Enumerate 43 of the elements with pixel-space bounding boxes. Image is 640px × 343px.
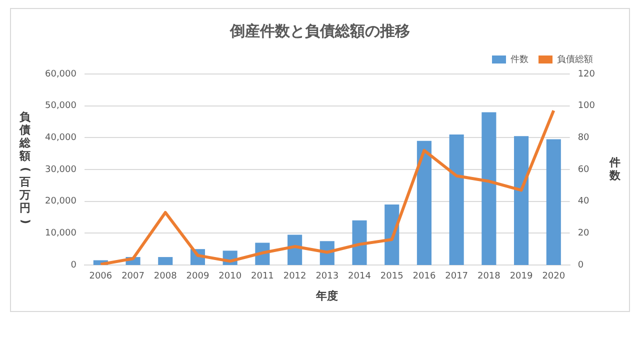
y2-tick-label: 0 [578, 260, 584, 270]
x-tick-label: 2011 [250, 272, 274, 282]
y2-tick-label: 20 [578, 228, 590, 239]
y-tick-label: 30,000 [44, 164, 77, 175]
x-tick-label: 2009 [186, 272, 210, 282]
bar [449, 134, 464, 265]
bar [384, 204, 400, 265]
x-tick-label: 2015 [380, 272, 404, 282]
x-tick-label: 2017 [445, 272, 468, 282]
x-tick-label: 2007 [122, 272, 144, 282]
x-axis-title: 年度 [315, 289, 338, 302]
y2-tick-label: 60 [578, 164, 590, 175]
legend-label: 負債総額 [557, 54, 593, 65]
x-tick-label: 2019 [510, 272, 534, 282]
y-tick-label: 50,000 [44, 101, 77, 112]
y2-tick-label: 40 [578, 196, 590, 207]
text: 負債総額(百万円) [19, 110, 32, 224]
bar [514, 136, 529, 265]
x-tick-label: 2008 [154, 272, 178, 282]
x-tick-label: 2010 [218, 272, 242, 282]
y2-tick-label: 80 [578, 133, 590, 144]
y-tick-label: 0 [70, 260, 77, 270]
x-tick-label: 2018 [477, 272, 501, 282]
x-tick-label: 2006 [89, 272, 112, 282]
bar [546, 139, 561, 265]
y-tick-label: 40,000 [44, 133, 77, 144]
bar [158, 257, 173, 265]
x-tick-label: 2020 [542, 272, 566, 282]
x-tick-label: 2012 [283, 272, 306, 282]
x-tick-label: 2013 [316, 272, 339, 282]
y-tick-label: 10,000 [44, 228, 77, 239]
y2-tick-label: 100 [578, 101, 596, 112]
bar [352, 220, 367, 265]
y-tick-label: 60,000 [44, 69, 77, 80]
bar [416, 140, 432, 265]
x-tick-label: 2016 [412, 272, 436, 282]
legend-label: 件数 [510, 54, 528, 65]
y-tick-label: 20,000 [44, 196, 77, 207]
bar [482, 112, 496, 265]
chart-title: 倒産件数と負債総額の推移 [229, 22, 410, 40]
x-tick-label: 2014 [348, 272, 372, 282]
y2-tick-label: 120 [578, 69, 596, 80]
y2-axis-title: 件数 [608, 156, 622, 182]
